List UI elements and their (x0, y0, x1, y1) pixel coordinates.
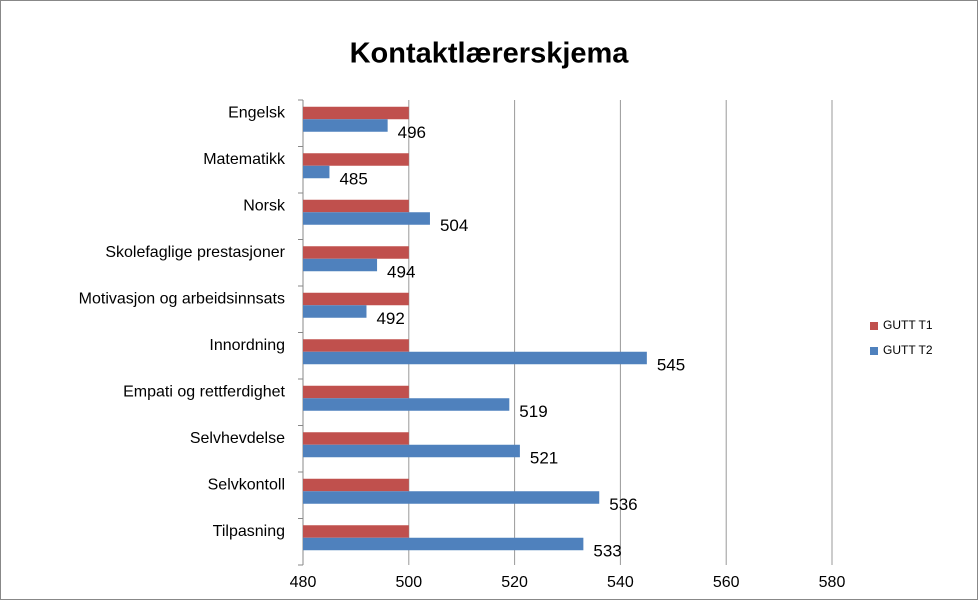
bar (303, 106, 409, 120)
bar (303, 432, 409, 445)
legend-swatch (870, 322, 878, 330)
data-label: 519 (519, 402, 547, 421)
bar (303, 385, 409, 399)
bar (303, 212, 430, 225)
bar (303, 398, 510, 411)
y-tick-label: Skolefaglige prestasjoner (105, 244, 285, 261)
bar (303, 351, 647, 365)
data-label: 504 (440, 216, 468, 235)
x-tick-label: 540 (607, 574, 634, 591)
data-label: 494 (387, 263, 415, 282)
bar (303, 525, 409, 538)
bar (303, 339, 409, 352)
data-label: 485 (339, 170, 367, 189)
bar (303, 153, 409, 166)
bar (303, 119, 388, 132)
y-tick-label: Selvhevdelse (190, 430, 285, 447)
bar (303, 444, 520, 458)
data-label: 492 (376, 309, 404, 328)
bar (303, 258, 378, 272)
y-tick-label: Selvkontoll (208, 476, 285, 493)
legend-label: GUTT T2 (883, 343, 933, 357)
legend-label: GUTT T1 (883, 318, 933, 332)
y-tick-label: Engelsk (228, 104, 286, 121)
y-tick-label: Motivasjon og arbeidsinnsats (79, 290, 285, 307)
y-tick-label: Innordning (209, 337, 285, 354)
y-tick-label: Tilpasning (213, 523, 285, 540)
bar (303, 305, 367, 318)
bar (303, 537, 584, 551)
data-label: 545 (657, 356, 685, 375)
bar (303, 165, 330, 179)
data-label: 496 (398, 123, 426, 142)
x-tick-label: 480 (290, 574, 317, 591)
y-tick-label: Empati og rettferdighet (123, 383, 285, 400)
data-label: 533 (593, 542, 621, 561)
y-tick-label: Norsk (243, 197, 286, 214)
bar (303, 292, 409, 306)
bar (303, 478, 409, 492)
bar (303, 199, 409, 213)
x-tick-label: 580 (819, 574, 846, 591)
data-label: 536 (609, 495, 637, 514)
legend-swatch (870, 347, 878, 355)
chart-title: Kontaktlærerskjema (350, 38, 630, 70)
bar (303, 246, 409, 259)
x-tick-label: 500 (395, 574, 422, 591)
x-tick-label: 560 (713, 574, 740, 591)
y-tick-label: Matematikk (203, 151, 286, 168)
bar (303, 491, 600, 504)
data-label: 521 (530, 449, 558, 468)
x-tick-label: 520 (501, 574, 528, 591)
